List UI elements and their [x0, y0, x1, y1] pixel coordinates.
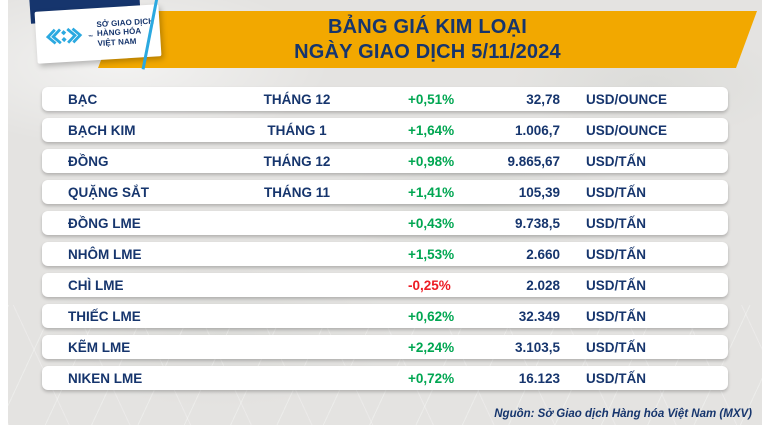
price-unit: USD/TẤN	[586, 246, 646, 262]
price-value: 1.006,7	[514, 122, 560, 138]
commodity-name: KẼM LME	[68, 339, 131, 355]
contract-month: THÁNG 12	[263, 153, 331, 169]
table-row: ĐỒNG LME +0,43% 9.738,5 USD/TẤN	[42, 211, 728, 235]
price-value: 3.103,5	[514, 339, 560, 355]
board-title-line2: NGÀY GIAO DỊCH 5/11/2024	[294, 40, 561, 63]
price-value: 9.865,67	[507, 153, 560, 169]
commodity-name: NHÔM LME	[68, 246, 142, 262]
title-banner: BẢNG GIÁ KIM LOẠI NGÀY GIAO DỊCH 5/11/20…	[98, 11, 757, 68]
price-unit: USD/TẤN	[586, 184, 646, 200]
change-percent: +0,51%	[408, 91, 455, 107]
price-rows: BẠC THÁNG 12 +0,51% 32,78 USD/OUNCE BẠCH…	[42, 87, 728, 397]
table-row: NHÔM LME +1,53% 2.660 USD/TẤN	[42, 242, 728, 266]
price-value: 9.738,5	[514, 215, 560, 231]
contract-month: THÁNG 12	[263, 91, 331, 107]
board-title-line1: BẢNG GIÁ KIM LOẠI	[328, 15, 527, 38]
price-unit: USD/TẤN	[586, 153, 646, 169]
price-board: BẢNG GIÁ KIM LOẠI NGÀY GIAO DỊCH 5/11/20…	[8, 0, 762, 425]
contract-month: THÁNG 1	[267, 122, 327, 138]
price-unit: USD/TẤN	[586, 215, 646, 231]
price-unit: USD/TẤN	[586, 370, 646, 386]
change-percent: +0,72%	[408, 370, 455, 386]
change-percent: +0,98%	[408, 153, 455, 169]
commodity-name: QUẶNG SẮT	[68, 184, 149, 200]
commodity-name: ĐỒNG LME	[68, 215, 141, 231]
table-row: KẼM LME +2,24% 3.103,5 USD/TẤN	[42, 335, 728, 359]
table-row: CHÌ LME -0,25% 2.028 USD/TẤN	[42, 273, 728, 297]
source-note: Nguồn: Sở Giao dịch Hàng hóa Việt Nam (M…	[494, 408, 752, 420]
price-value: 105,39	[518, 184, 560, 200]
change-percent: +0,43%	[408, 215, 455, 231]
commodity-name: NIKEN LME	[68, 370, 143, 386]
price-value: 16.123	[518, 370, 560, 386]
table-row: BẠCH KIM THÁNG 1 +1,64% 1.006,7 USD/OUNC…	[42, 118, 728, 142]
commodity-name: CHÌ LME	[68, 277, 124, 293]
commodity-name: THIẾC LME	[68, 308, 141, 324]
change-percent: +1,53%	[408, 246, 455, 262]
change-percent: +1,64%	[408, 122, 455, 138]
change-percent: +1,41%	[408, 184, 455, 200]
change-percent: +2,24%	[408, 339, 455, 355]
table-row: QUẶNG SẮT THÁNG 11 +1,41% 105,39 USD/TẤN	[42, 180, 728, 204]
price-unit: USD/TẤN	[586, 277, 646, 293]
table-row: NIKEN LME +0,72% 16.123 USD/TẤN	[42, 366, 728, 390]
mxv-chevron-icon	[42, 18, 86, 55]
commodity-name: BẠC	[68, 91, 98, 107]
price-unit: USD/TẤN	[586, 339, 646, 355]
change-percent: +0,62%	[408, 308, 455, 324]
price-unit: USD/OUNCE	[586, 91, 668, 107]
price-value: 2.028	[526, 277, 560, 293]
mxv-logo: ™ SỞ GIAO DỊCH HÀNG HÓA VIỆT NAM	[34, 4, 162, 64]
commodity-name: ĐỒNG	[68, 153, 109, 169]
trademark-mark: ™	[88, 34, 94, 41]
price-unit: USD/TẤN	[586, 308, 646, 324]
price-value: 2.660	[526, 246, 560, 262]
commodity-name: BẠCH KIM	[68, 122, 136, 138]
price-unit: USD/OUNCE	[586, 122, 668, 138]
price-value: 32.349	[518, 308, 560, 324]
price-value: 32,78	[526, 91, 560, 107]
table-row: BẠC THÁNG 12 +0,51% 32,78 USD/OUNCE	[42, 87, 728, 111]
table-row: THIẾC LME +0,62% 32.349 USD/TẤN	[42, 304, 728, 328]
change-percent: -0,25%	[408, 277, 451, 293]
contract-month: THÁNG 11	[263, 184, 331, 200]
table-row: ĐỒNG THÁNG 12 +0,98% 9.865,67 USD/TẤN	[42, 149, 728, 173]
